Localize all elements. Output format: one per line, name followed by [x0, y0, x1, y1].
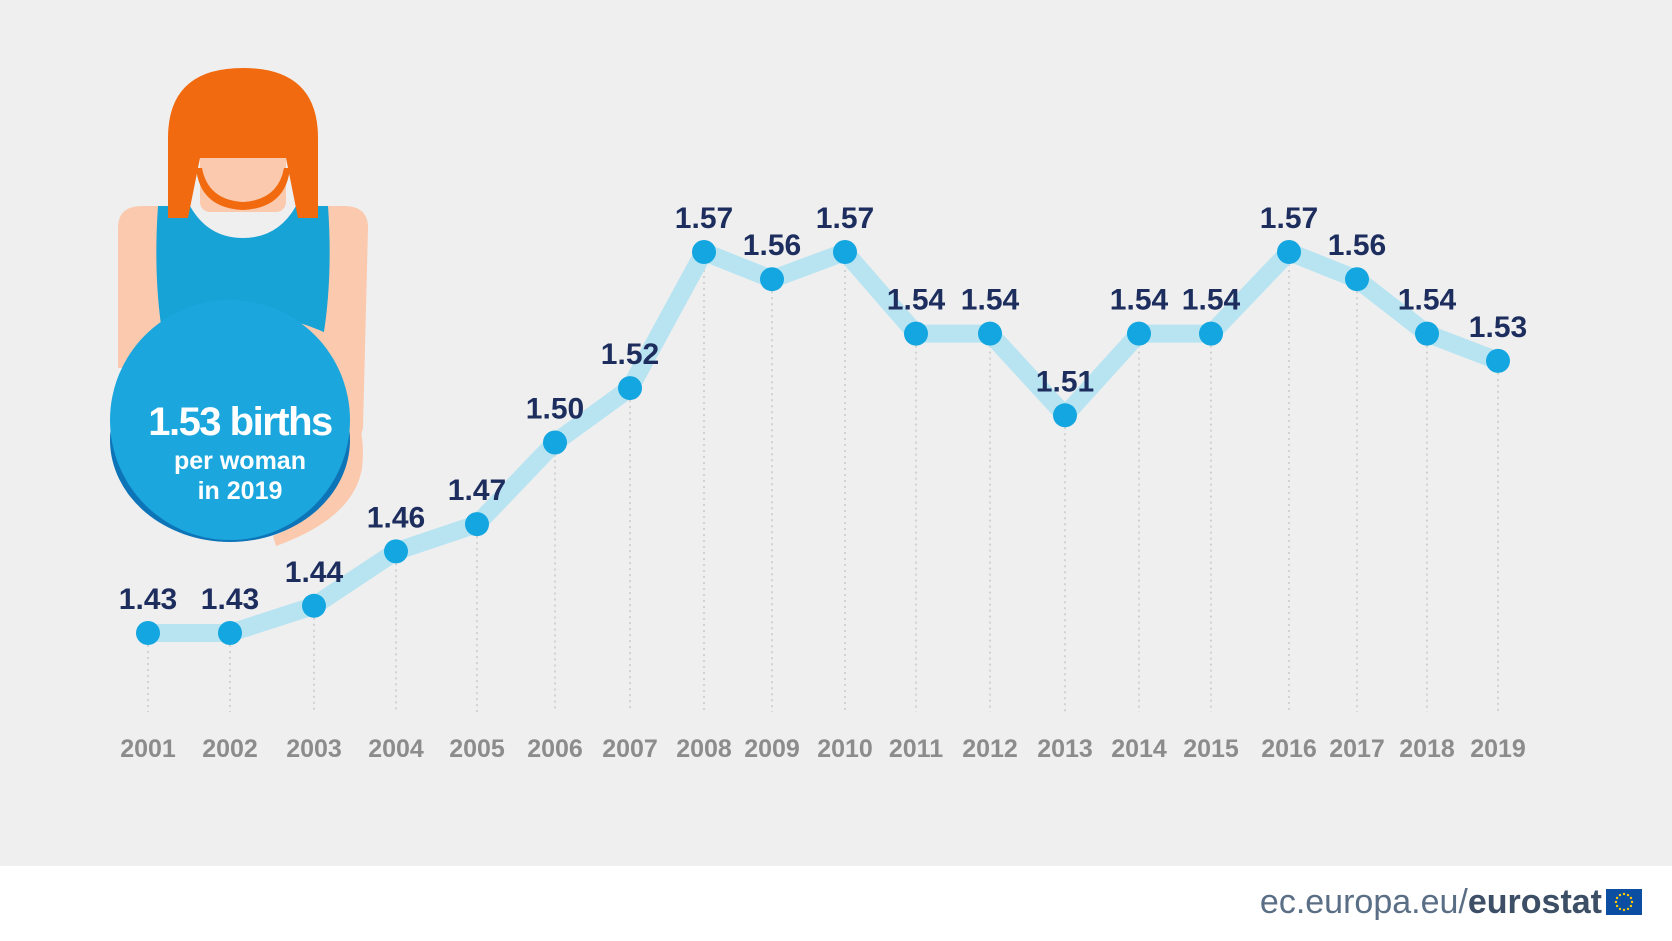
data-point-2018	[1415, 321, 1439, 346]
year-label-2011: 2011	[889, 735, 943, 763]
year-label-2006: 2006	[527, 735, 583, 763]
data-point-2014	[1127, 321, 1151, 346]
year-label-2015: 2015	[1183, 735, 1239, 763]
year-label-2018: 2018	[1399, 735, 1455, 763]
data-point-2008	[692, 240, 716, 264]
data-point-2005	[465, 512, 489, 537]
year-label-2012: 2012	[962, 735, 1018, 763]
year-label-2002: 2002	[202, 735, 258, 763]
value-label-2015: 1.54	[1182, 284, 1241, 317]
badge-year: in 2019	[197, 477, 283, 505]
year-label-2004: 2004	[368, 735, 424, 763]
data-point-2006	[543, 430, 567, 455]
year-label-2010: 2010	[817, 735, 873, 763]
data-point-2017	[1345, 267, 1369, 292]
badge-headline: 1.53 births	[148, 400, 333, 444]
footer-attribution: ec.europa.eu/ eurostat	[1260, 882, 1642, 922]
footer-brand: eurostat	[1467, 882, 1602, 921]
year-label-2001: 2001	[120, 735, 176, 763]
data-point-2016	[1277, 240, 1301, 264]
value-label-2009: 1.56	[743, 229, 801, 262]
value-label-2018: 1.54	[1398, 284, 1457, 317]
data-point-2012	[978, 321, 1002, 346]
data-point-2019	[1486, 348, 1510, 373]
chart-area: 1.43 1.43 1.44 1.46 1.47 1.50 1.52 1.57 1.56 1.57…	[0, 0, 1672, 866]
year-label-2007: 2007	[602, 735, 658, 763]
year-label-2014: 2014	[1111, 735, 1167, 763]
year-label-2008: 2008	[676, 735, 732, 763]
data-point-2002	[218, 621, 242, 645]
value-label-2006: 1.50	[526, 393, 584, 426]
year-label-2003: 2003	[286, 735, 342, 763]
data-point-2009	[760, 267, 784, 292]
line-chart: 1.43 1.43 1.44 1.46 1.47 1.50 1.52 1.57 1.56 1.57…	[119, 202, 1527, 763]
year-label-2009: 2009	[744, 735, 800, 763]
year-label-2016: 2016	[1261, 735, 1317, 763]
value-label-2011: 1.54	[887, 284, 946, 317]
value-label-2004: 1.46	[367, 501, 425, 534]
value-label-2014: 1.54	[1110, 284, 1169, 317]
year-label-2019: 2019	[1470, 735, 1526, 763]
value-label-2002: 1.43	[201, 583, 259, 616]
data-point-2004	[384, 539, 408, 564]
value-label-2001: 1.43	[119, 583, 177, 616]
data-point-2001	[136, 621, 160, 645]
eu-flag-icon	[1606, 889, 1642, 915]
data-point-2015	[1199, 321, 1223, 346]
data-point-2010	[833, 240, 857, 264]
year-label-2005: 2005	[449, 735, 505, 763]
value-label-2005: 1.47	[448, 474, 506, 507]
value-label-2017: 1.56	[1328, 229, 1386, 262]
value-label-2012: 1.54	[961, 284, 1020, 317]
value-label-2013: 1.51	[1036, 365, 1094, 398]
value-label-2016: 1.57	[1260, 202, 1318, 235]
data-point-2011	[904, 321, 928, 346]
value-label-2010: 1.57	[816, 202, 874, 235]
data-point-2007	[618, 376, 642, 401]
data-point-2003	[302, 593, 326, 618]
value-label-2003: 1.44	[285, 556, 344, 589]
year-label-2017: 2017	[1329, 735, 1385, 763]
value-label-2007: 1.52	[601, 338, 659, 371]
footer-domain: ec.europa.eu/	[1259, 882, 1468, 921]
pregnant-woman-illustration	[110, 68, 368, 546]
value-label-2008: 1.57	[675, 202, 733, 235]
value-label-2019: 1.53	[1469, 311, 1527, 344]
badge-subtitle: per woman	[174, 447, 306, 475]
fertility-badge: 1.53 births per woman in 2019	[112, 398, 368, 506]
year-label-2013: 2013	[1037, 735, 1093, 763]
data-point-2013	[1053, 403, 1077, 428]
